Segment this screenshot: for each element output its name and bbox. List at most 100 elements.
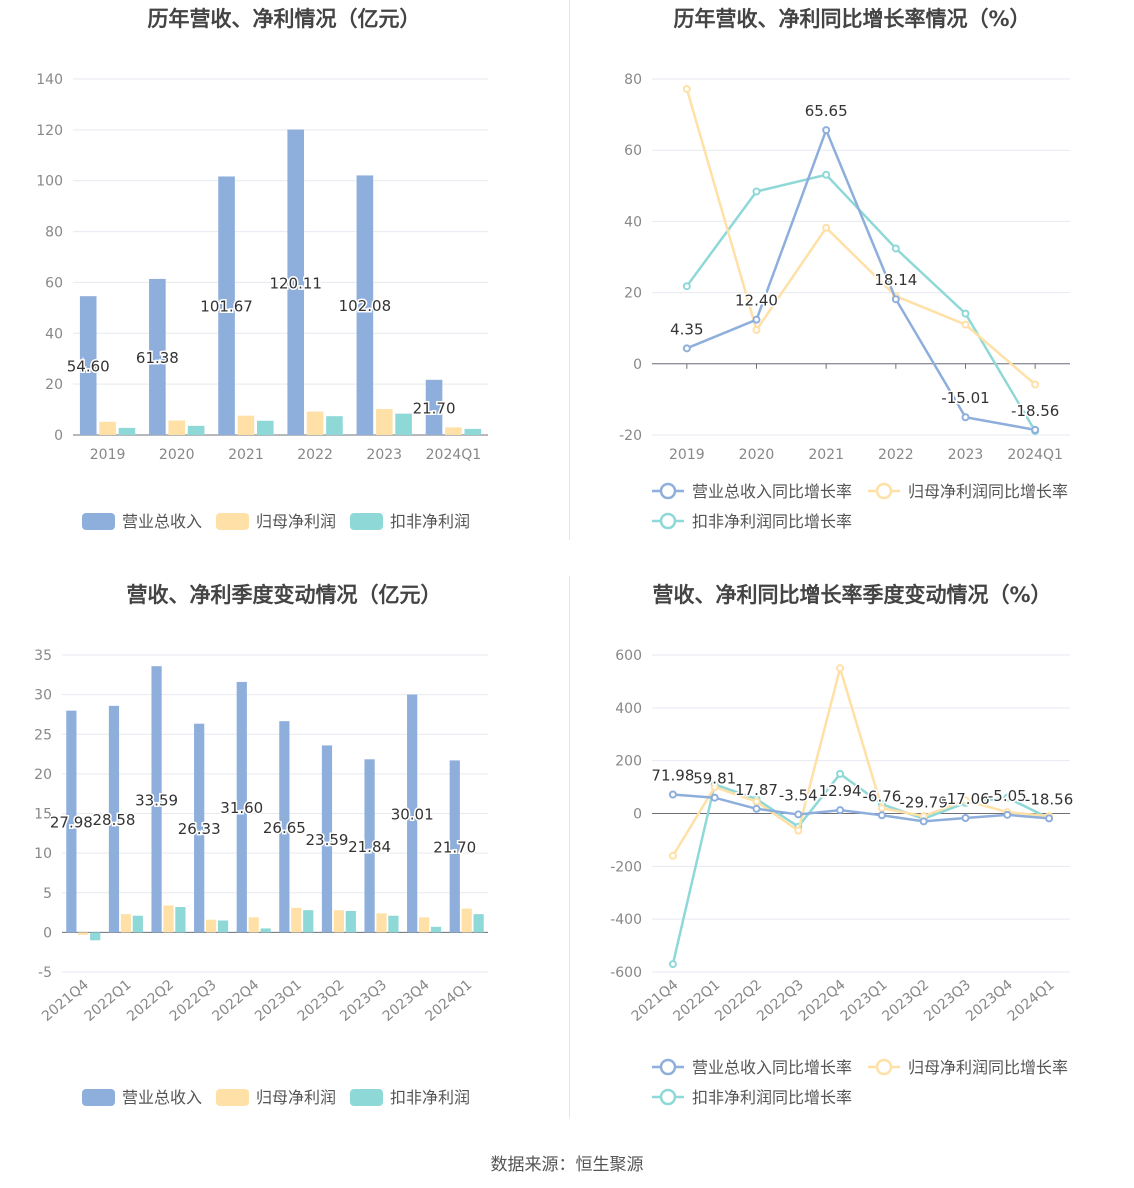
bar: [449, 760, 460, 933]
y-tick-label: 0: [633, 357, 642, 373]
series-line: [672, 793, 1050, 823]
bar: [163, 905, 174, 933]
line-point: [682, 84, 691, 93]
y-tick-label: 10: [34, 846, 52, 862]
bar: [464, 428, 482, 435]
y-tick-label: -200: [610, 859, 642, 875]
bar: [306, 411, 324, 435]
legend-label: 归母净利润: [256, 1088, 336, 1107]
bar: [236, 681, 247, 933]
series-line: [671, 772, 1050, 965]
line-data-label: 12.94: [819, 782, 862, 800]
line-data-label: 4.35: [670, 320, 703, 338]
x-tick-label: 2019: [669, 447, 705, 463]
y-tick-label: 80: [45, 225, 63, 241]
bar: [430, 926, 442, 933]
x-tick-label: 2024Q1: [1007, 447, 1063, 463]
y-tick-label: -20: [619, 428, 642, 444]
bar: [445, 427, 462, 435]
y-tick-label: 600: [615, 648, 642, 664]
vertical-divider: [569, 576, 570, 1118]
bar: [260, 928, 271, 933]
line-point: [752, 804, 761, 813]
bar: [120, 914, 132, 933]
bar: [364, 759, 375, 933]
legend-swatch-icon: [82, 1089, 115, 1106]
x-tick-label: 2024Q1: [422, 977, 475, 1025]
line-data-label: 65.65: [805, 102, 848, 120]
x-tick-label: 2024Q1: [1005, 977, 1058, 1025]
y-tick-label: 35: [34, 648, 52, 664]
bar: [79, 296, 97, 435]
line-data-label: -18.56: [1011, 402, 1059, 420]
chart-title: 营收、净利同比增长率季度变动情况（%）: [652, 583, 1051, 607]
line-data-label: -29.79: [900, 793, 948, 811]
x-tick-label: 2019: [90, 447, 126, 463]
line-point: [919, 817, 928, 826]
chart-title: 历年营收、净利情况（亿元）: [148, 7, 421, 31]
x-tick-label: 2022Q1: [82, 977, 135, 1025]
line-point: [877, 804, 886, 813]
chart-svg: 历年营收、净利同比增长率情况（%） -20 0 20 40 60 80 2019 2020 202…: [619, 7, 1070, 531]
y-tick-label: 80: [624, 72, 642, 88]
bar: [473, 914, 484, 933]
bar: [461, 908, 472, 933]
bar-data-label: 21.70: [433, 838, 476, 856]
bar: [187, 425, 205, 435]
legend-label: 营业总收入: [122, 1088, 202, 1107]
legend-label: 扣非净利润: [390, 1088, 470, 1107]
legend-label: 营业总收入同比增长率: [692, 1058, 852, 1077]
line-data-label: 59.81: [693, 770, 736, 788]
x-tick-label: 2021: [228, 447, 264, 463]
bar: [425, 379, 443, 435]
chart-group: 历年营收、净利同比增长率情况（%） -20 0 20 40 60 80 2019 2020 202…: [619, 7, 1070, 531]
y-tick-label: 140: [36, 72, 63, 88]
legend-swatch-icon: [216, 1089, 249, 1106]
line-point: [877, 811, 886, 820]
bar: [217, 920, 229, 933]
legend-marker-icon: [659, 512, 677, 530]
line-point: [836, 664, 845, 673]
legend-marker-icon: [659, 1088, 677, 1106]
legend-swatch-icon: [216, 513, 249, 530]
bar-data-label: 101.67: [200, 298, 253, 316]
line-point: [1003, 793, 1012, 802]
legend-label: 营业总收入同比增长率: [692, 482, 852, 501]
legend-label: 扣非净利润同比增长率: [692, 1088, 852, 1107]
y-tick-label: 40: [45, 326, 63, 342]
line-point: [961, 796, 970, 805]
line-data-label: 12.40: [735, 292, 778, 310]
line-point: [752, 187, 761, 196]
bar: [237, 415, 255, 435]
legend-marker-icon: [659, 482, 677, 500]
y-tick-label: 60: [45, 275, 63, 291]
y-tick-label: -600: [610, 965, 642, 981]
y-tick-label: 120: [36, 123, 63, 139]
x-tick-label: 2023: [948, 447, 984, 463]
legend-label: 归母净利润: [256, 512, 336, 531]
chart-svg: 历年营收、净利情况（亿元） 0 20 40 60 80 100 120 140 2019 2020 2…: [36, 7, 488, 531]
legend-label: 归母净利润同比增长率: [908, 1058, 1068, 1077]
quarterly-revenue-profit-chart: 营收、净利季度变动情况（亿元） -5 0 5 10 15 20 25 30 35 2021Q4 202…: [0, 576, 568, 1136]
bar: [287, 129, 305, 435]
bar: [168, 420, 186, 435]
bar-data-label: 30.01: [391, 805, 434, 823]
line-point: [794, 826, 803, 835]
y-tick-label: 25: [34, 727, 52, 743]
bar: [326, 416, 343, 435]
bar: [108, 705, 120, 933]
bar: [248, 917, 259, 933]
y-tick-label: 400: [615, 701, 642, 717]
line-point: [668, 851, 677, 860]
annual-revenue-profit-chart: 历年营收、净利情况（亿元） 0 20 40 60 80 100 120 140 2019 2020 2…: [0, 0, 568, 560]
line-data-label: -17.06: [941, 790, 989, 808]
bar: [194, 723, 205, 933]
bar-data-label: 28.58: [92, 811, 135, 829]
bar: [151, 666, 162, 933]
line-point: [682, 282, 691, 291]
y-tick-label: 20: [34, 767, 52, 783]
line-point: [668, 960, 677, 969]
bar: [418, 917, 430, 933]
series-line: [686, 126, 1036, 432]
bar: [132, 915, 143, 933]
